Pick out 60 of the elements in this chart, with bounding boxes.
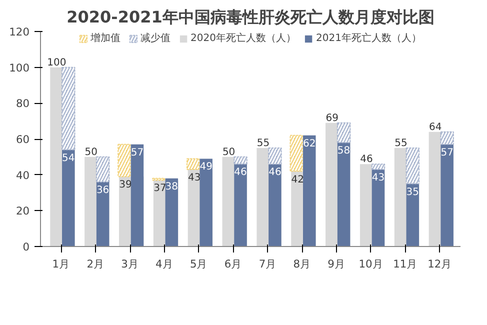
bar <box>234 164 247 246</box>
x-tick-label: 10月 <box>358 258 384 270</box>
bar <box>268 164 282 246</box>
x-tick-label: 12月 <box>428 258 452 270</box>
data-label: 49 <box>200 162 212 173</box>
legend-label: 减少值 <box>140 32 171 45</box>
bar <box>200 158 212 246</box>
data-label: 100 <box>47 57 66 68</box>
legend-label: 2021年死亡人数（人） <box>316 32 422 45</box>
x-tick-label: 3月 <box>121 258 139 270</box>
x-tick-label: 6月 <box>224 258 242 270</box>
y-tick-label: 40 <box>16 168 30 182</box>
data-label: 36 <box>96 185 110 196</box>
x-tick-label: 5月 <box>190 258 208 270</box>
y-tick-label: 120 <box>9 26 30 38</box>
x-tick-label: 1月 <box>52 258 70 270</box>
bar <box>440 144 454 246</box>
x-tick-label: 2月 <box>86 258 104 270</box>
data-label: 43 <box>188 172 201 184</box>
data-label: 69 <box>326 112 338 124</box>
data-label: 50 <box>222 146 236 158</box>
bar <box>165 178 178 246</box>
bar <box>96 182 110 246</box>
bar <box>130 144 144 246</box>
bar <box>372 169 385 246</box>
data-label: 57 <box>440 147 454 158</box>
data-label: 57 <box>130 147 144 158</box>
legend-label: 增加值 <box>90 32 121 45</box>
x-tick-label: 8月 <box>293 258 312 270</box>
y-tick-label: 100 <box>9 61 30 74</box>
data-label: 39 <box>119 180 132 191</box>
data-label: 46 <box>268 167 282 178</box>
legend-label: 2020年死亡人数（人） <box>190 32 296 45</box>
bar <box>406 184 420 246</box>
data-label: 35 <box>406 186 420 198</box>
y-tick-label: 80 <box>16 97 30 110</box>
data-label: 55 <box>256 138 270 149</box>
data-label: 42 <box>291 174 304 186</box>
data-label: 55 <box>394 138 408 149</box>
data-label: 46 <box>234 167 247 178</box>
y-tick-label: 20 <box>16 204 30 218</box>
data-label: 62 <box>303 138 316 150</box>
bar <box>62 150 75 246</box>
x-tick-label: 9月 <box>328 258 346 270</box>
data-label: 54 <box>62 152 75 164</box>
data-label: 58 <box>337 146 350 157</box>
x-tick-label: 4月 <box>156 258 174 270</box>
x-tick-label: 7月 <box>258 258 277 270</box>
data-label: 43 <box>372 172 385 184</box>
y-tick-label: 0 <box>22 240 30 254</box>
y-tick-label: 60 <box>16 133 30 146</box>
chart-title: 2020-2021年中国病毒性肝炎死亡人数月度对比图 <box>66 8 434 26</box>
x-tick-label: 11月 <box>393 258 418 270</box>
bar <box>337 142 350 246</box>
data-label: 37 <box>154 183 166 194</box>
data-label: 64 <box>429 122 442 133</box>
data-label: 46 <box>360 154 373 166</box>
data-label: 38 <box>165 181 178 192</box>
data-label: 50 <box>84 146 98 158</box>
bar <box>303 135 316 246</box>
